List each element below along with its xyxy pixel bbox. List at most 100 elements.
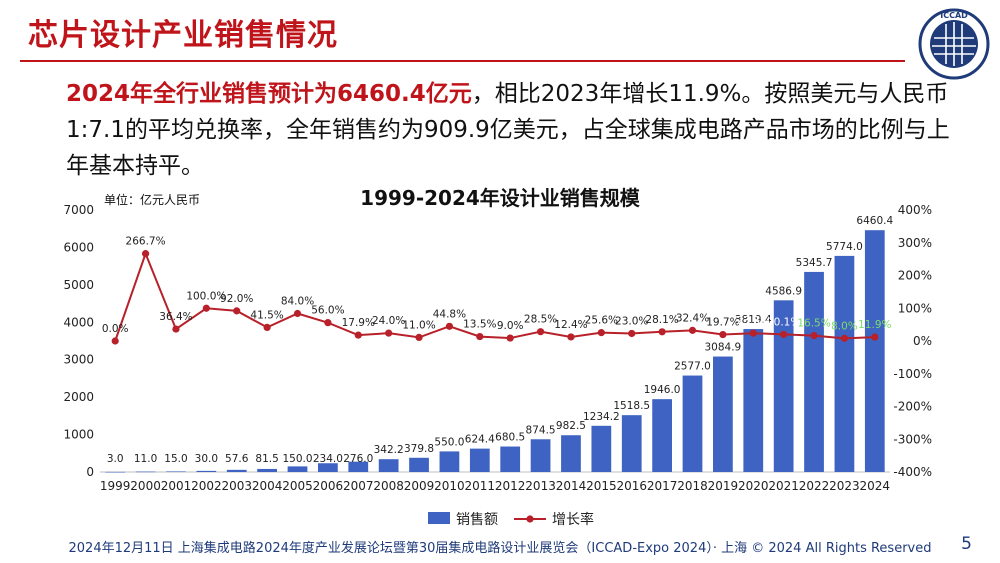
sales-bar — [682, 375, 703, 472]
bar-value-label: 5345.7 — [796, 257, 833, 269]
sales-bar — [530, 439, 551, 472]
bar-value-label: 982.5 — [556, 420, 586, 432]
x-tick-label: 2014 — [556, 479, 587, 493]
y-right-tick-label: 400% — [898, 203, 932, 217]
growth-rate-label: 100.0% — [186, 290, 226, 302]
x-tick-label: 2021 — [768, 479, 799, 493]
y-right-tick-label: 100% — [898, 301, 932, 315]
y-left-tick-label: 0 — [86, 465, 94, 479]
x-tick-label: 2012 — [495, 479, 526, 493]
sales-bar — [591, 425, 612, 472]
x-tick-label: 2013 — [525, 479, 556, 493]
sales-bar — [804, 271, 824, 472]
growth-rate-point — [476, 332, 484, 341]
growth-rate-label: 9.0% — [497, 320, 524, 332]
sales-bar — [135, 471, 156, 473]
growth-rate-label: 11.9% — [858, 319, 891, 331]
growth-rate-point — [719, 330, 727, 339]
bar-value-label: 3084.9 — [705, 342, 742, 354]
y-left-tick-label: 1000 — [63, 428, 94, 442]
growth-rate-point — [415, 333, 423, 341]
bar-value-label: 1518.5 — [613, 400, 650, 412]
sales-bar — [469, 448, 490, 472]
x-tick-label: 2007 — [343, 479, 374, 493]
growth-rate-label: 17.9% — [342, 317, 375, 329]
x-tick-label: 2002 — [191, 479, 222, 493]
growth-rate-line — [114, 250, 875, 342]
sales-bar — [439, 451, 460, 472]
sales-bar — [743, 329, 764, 472]
growth-rate-point — [810, 331, 818, 340]
logo-text: ICCAD — [940, 11, 968, 20]
bar-value-label: 2577.0 — [674, 361, 711, 373]
growth-rate-point — [141, 250, 150, 258]
y-left-tick-label: 3000 — [63, 353, 94, 367]
growth-rate-label: 0.0% — [102, 323, 129, 335]
x-tick-label: 2019 — [708, 479, 739, 493]
bar-value-label: 6460.4 — [856, 215, 893, 227]
bar-value-label: 150.0 — [282, 453, 312, 465]
growth-rate-label: 23.8% — [737, 315, 770, 327]
x-tick-label: 2001 — [161, 479, 192, 493]
y-right-tick-label: -400% — [893, 465, 932, 479]
x-tick-label: 2006 — [313, 479, 344, 493]
y-right-tick-label: 300% — [898, 236, 932, 250]
legend-swatch-sales — [428, 512, 450, 524]
x-tick-label: 1999 — [100, 479, 131, 493]
y-left-tick-label: 5000 — [63, 278, 94, 292]
y-left-tick-label: 4000 — [63, 315, 94, 329]
bar-value-label: 15.0 — [164, 453, 187, 465]
growth-rate-point — [445, 322, 454, 330]
bar-value-label: 379.8 — [404, 443, 434, 455]
x-tick-label: 2011 — [465, 479, 496, 493]
bar-value-label: 680.5 — [495, 432, 525, 444]
y-right-tick-label: -200% — [893, 400, 932, 414]
title-divider — [20, 60, 905, 62]
growth-rate-label: 25.6% — [585, 315, 618, 327]
sales-bar — [652, 399, 672, 472]
sales-bar — [834, 255, 855, 472]
sales-bar — [500, 446, 521, 472]
y-right-tick-label: -300% — [893, 432, 932, 446]
page-number: 5 — [961, 534, 972, 554]
growth-rate-point — [354, 331, 362, 339]
growth-rate-label: 13.5% — [463, 319, 496, 331]
legend-label-sales: 销售额 — [456, 512, 498, 528]
sales-bar — [196, 470, 217, 472]
bar-value-label: 342.2 — [374, 444, 404, 456]
growth-rate-point — [506, 334, 514, 342]
growth-rate-label: 84.0% — [281, 295, 314, 307]
x-tick-label: 2017 — [647, 479, 678, 493]
unit-label: 单位：亿元人民币 — [104, 193, 201, 207]
summary-paragraph: 2024年全行业销售预计为6460.4亿元，相比2023年增长11.9%。按照美… — [66, 76, 966, 184]
growth-rate-label: 23.0% — [615, 315, 648, 327]
legend-marker-growth — [526, 515, 534, 523]
y-right-tick-label: 0% — [913, 334, 932, 348]
x-tick-label: 2018 — [677, 479, 708, 493]
x-tick-label: 2003 — [221, 479, 252, 493]
growth-rate-point — [536, 328, 545, 336]
y-left-tick-label: 7000 — [63, 203, 94, 217]
x-tick-label: 2000 — [130, 479, 161, 493]
growth-rate-label: 19.7% — [706, 317, 739, 329]
growth-rate-point — [263, 323, 271, 332]
x-tick-label: 2022 — [799, 479, 830, 493]
bar-value-label: 4586.9 — [765, 285, 802, 297]
y-left-tick-label: 2000 — [63, 390, 94, 404]
growth-rate-label: 20.1% — [767, 316, 800, 328]
x-tick-label: 2020 — [738, 479, 769, 493]
sales-bar — [166, 471, 186, 473]
growth-rate-label: 28.5% — [524, 314, 557, 326]
growth-rate-label: 32.4% — [676, 312, 709, 324]
x-tick-label: 2004 — [252, 479, 283, 493]
growth-rate-point — [233, 307, 241, 315]
bar-value-label: 11.0 — [134, 453, 157, 465]
growth-rate-point — [172, 325, 180, 333]
growth-rate-label: 92.0% — [220, 293, 253, 305]
bar-value-label: 30.0 — [195, 453, 218, 465]
growth-rate-label: 28.1% — [645, 314, 678, 326]
x-tick-label: 2005 — [282, 479, 313, 493]
bar-value-label: 1946.0 — [644, 384, 681, 396]
bar-value-label: 874.5 — [526, 424, 556, 436]
growth-rate-label: 41.5% — [250, 309, 283, 321]
